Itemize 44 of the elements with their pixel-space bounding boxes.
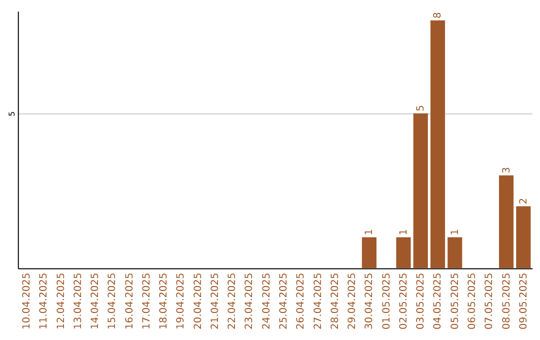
- x-tick-label: 15.04.2025: [107, 272, 118, 330]
- bar: [516, 206, 531, 268]
- x-tick-label: 24.04.2025: [261, 272, 272, 330]
- x-tick-label: 08.05.2025: [501, 272, 512, 330]
- x-tick-label: 09.05.2025: [518, 272, 530, 330]
- x-tick-label: 01.05.2025: [381, 272, 392, 330]
- bar: [430, 20, 446, 268]
- x-tick-label: 18.04.2025: [158, 272, 170, 330]
- bar: [498, 175, 514, 268]
- bar: [396, 237, 411, 268]
- bar: [413, 113, 428, 268]
- data-label: 3: [501, 167, 512, 174]
- x-tick-label: 04.05.2025: [432, 272, 444, 330]
- x-tick-label: 10.04.2025: [22, 272, 32, 330]
- x-tick-label: 20.04.2025: [192, 272, 204, 330]
- x-tick-label: 14.04.2025: [90, 272, 102, 330]
- data-label: 1: [398, 228, 410, 236]
- x-tick-label: 22.04.2025: [227, 272, 238, 330]
- x-tick-label: 12.04.2025: [56, 272, 67, 330]
- data-label: 1: [364, 228, 376, 236]
- x-tick-label: 13.04.2025: [72, 272, 84, 330]
- data-label: 2: [518, 198, 530, 204]
- x-tick-label: 16.04.2025: [124, 272, 136, 330]
- bar: [362, 237, 376, 268]
- x-tick-label: 17.04.2025: [141, 272, 152, 330]
- x-tick-label: 30.04.2025: [364, 272, 376, 330]
- x-tick-label: 21.04.2025: [210, 272, 221, 330]
- data-label: 5: [416, 105, 427, 112]
- x-tick-label: 26.04.2025: [296, 272, 307, 330]
- x-tick-label: 03.05.2025: [416, 272, 427, 330]
- x-tick-label: 23.04.2025: [244, 272, 256, 330]
- x-tick-label: 19.04.2025: [176, 272, 187, 330]
- x-tick-label: 25.04.2025: [278, 272, 290, 330]
- data-label: 8: [432, 12, 444, 18]
- x-tick-label: 05.05.2025: [450, 272, 461, 330]
- x-tick-label: 06.05.2025: [466, 272, 478, 330]
- x-tick-label: 27.04.2025: [312, 272, 324, 330]
- x-tick-label: 02.05.2025: [398, 272, 410, 330]
- bar: [448, 237, 462, 268]
- x-tick-label: 28.04.2025: [330, 272, 341, 330]
- x-tick-label: 11.04.2025: [38, 272, 50, 330]
- data-label: 1: [450, 228, 461, 236]
- x-tick-label: 29.04.2025: [347, 272, 358, 330]
- x-tick-label: 07.05.2025: [484, 272, 496, 330]
